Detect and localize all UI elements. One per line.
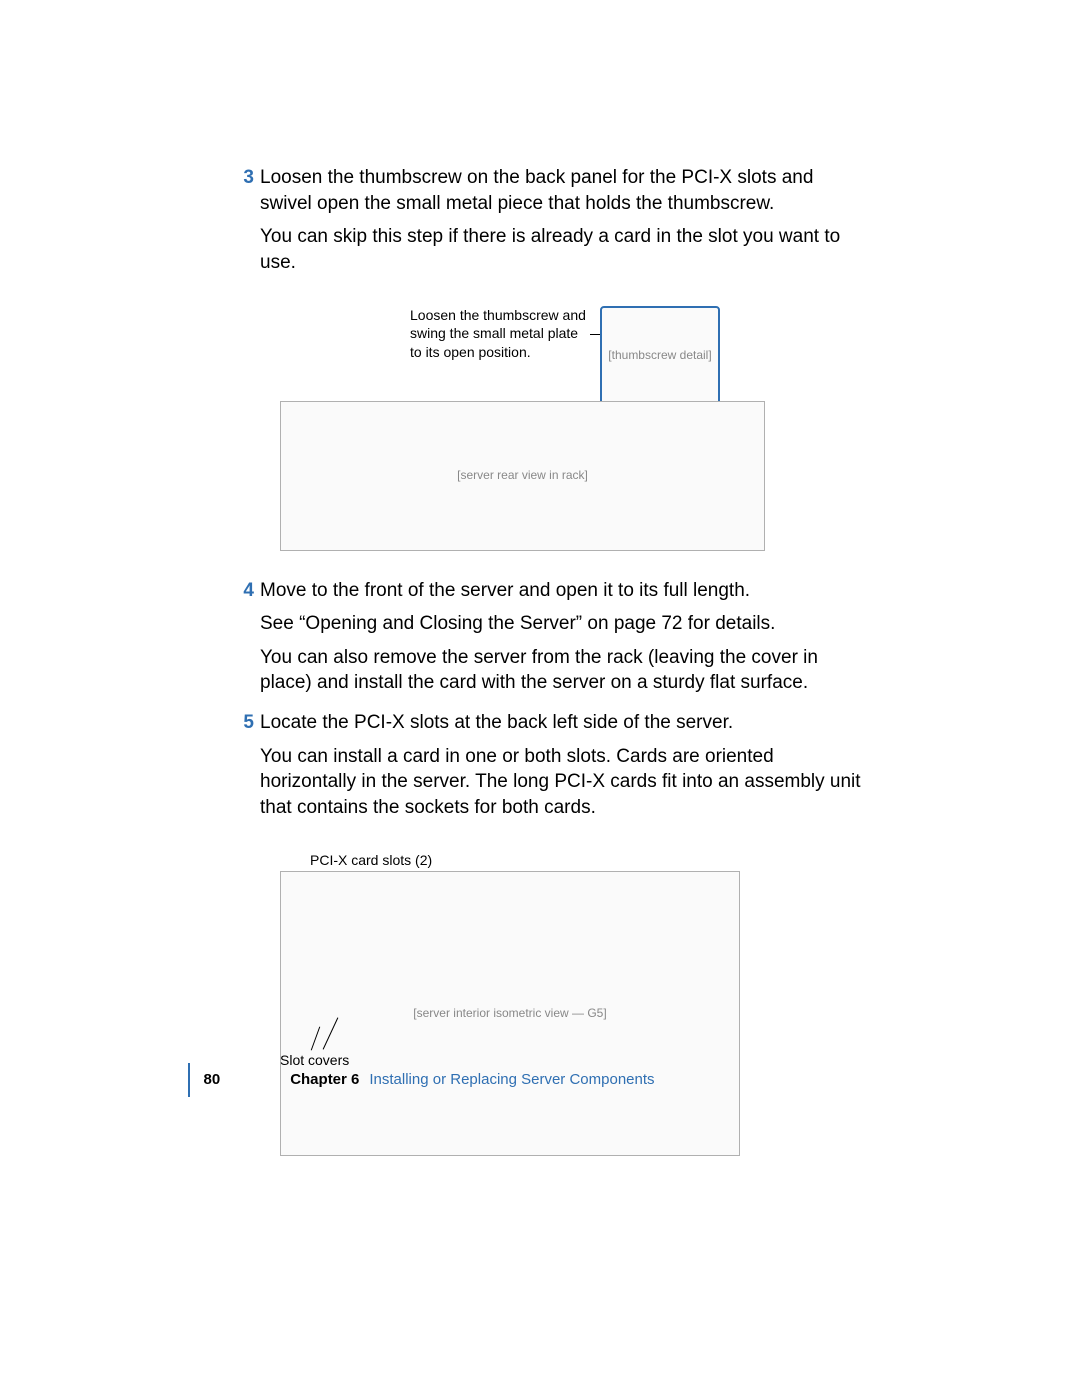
step-paragraph: See “Opening and Closing the Server” on …: [260, 611, 870, 637]
figure-label-pci-slots: PCI-X card slots (2): [310, 851, 432, 870]
chapter-title: Installing or Replacing Server Component…: [369, 1070, 654, 1090]
figure-interior-placeholder: [server interior isometric view — G5]: [280, 871, 740, 1156]
step-number: 5: [240, 710, 260, 829]
step-paragraph: You can skip this step if there is alrea…: [260, 224, 870, 275]
step-3: 3 Loosen the thumbscrew on the back pane…: [260, 165, 870, 284]
page-number: 80: [204, 1070, 221, 1090]
step-paragraph: You can also remove the server from the …: [260, 645, 870, 696]
figure-callout-text: Loosen the thumbscrew and swing the smal…: [410, 306, 590, 363]
step-paragraph: Move to the front of the server and open…: [260, 578, 870, 604]
step-body: Loosen the thumbscrew on the back panel …: [260, 165, 870, 284]
step-4: 4 Move to the front of the server and op…: [260, 578, 870, 705]
figure-detail-placeholder: [thumbscrew detail]: [600, 306, 720, 406]
step-paragraph: Loosen the thumbscrew on the back panel …: [260, 165, 870, 216]
figure-server-interior: PCI-X card slots (2) [server interior is…: [280, 851, 870, 1161]
footer-rule: [188, 1063, 190, 1097]
step-body: Locate the PCI-X slots at the back left …: [260, 710, 870, 829]
step-paragraph: You can install a card in one or both sl…: [260, 744, 870, 821]
document-page: 3 Loosen the thumbscrew on the back pane…: [0, 0, 1080, 1397]
page-footer: 80 Chapter 6 Installing or Replacing Ser…: [188, 1063, 655, 1097]
step-number: 4: [240, 578, 260, 705]
step-number: 3: [240, 165, 260, 284]
figure-thumbscrew: Loosen the thumbscrew and swing the smal…: [280, 306, 870, 556]
step-5: 5 Locate the PCI-X slots at the back lef…: [260, 710, 870, 829]
step-paragraph: Locate the PCI-X slots at the back left …: [260, 710, 870, 736]
figure-main-placeholder: [server rear view in rack]: [280, 401, 765, 551]
chapter-label: Chapter 6: [290, 1070, 359, 1090]
step-body: Move to the front of the server and open…: [260, 578, 870, 705]
